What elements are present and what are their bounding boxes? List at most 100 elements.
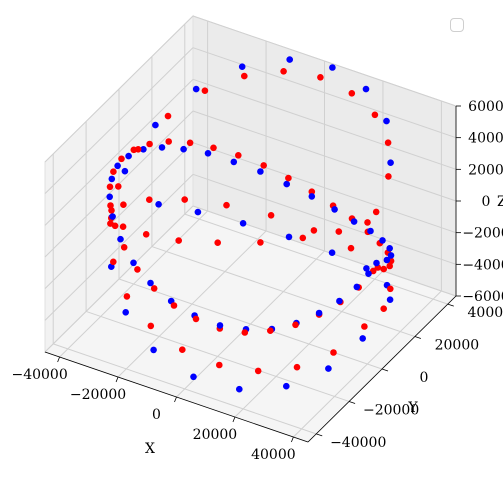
blue-point <box>147 279 154 287</box>
red-point <box>216 361 223 369</box>
red-point <box>130 146 138 154</box>
blue-point <box>216 322 224 329</box>
red-point <box>364 219 371 226</box>
blue-point <box>362 85 370 93</box>
blue-point <box>194 208 202 216</box>
x-tick <box>291 436 294 443</box>
blue-point <box>350 218 358 225</box>
blue-point <box>192 85 200 93</box>
blue-point <box>387 252 395 259</box>
blue-point <box>257 168 264 175</box>
y-tick <box>348 401 356 404</box>
z-gridline-side <box>44 15 194 163</box>
red-point <box>371 111 379 119</box>
z-gridline-back <box>192 15 457 107</box>
red-point <box>210 144 217 152</box>
red-point <box>285 174 292 182</box>
blue-point <box>109 213 116 220</box>
blue-point <box>125 152 132 160</box>
blue-point <box>353 283 361 291</box>
red-point <box>386 262 394 270</box>
y-tick-label: 40000 <box>468 305 503 321</box>
red-point <box>108 207 115 214</box>
blue-point <box>373 259 380 267</box>
blue-point <box>121 167 129 175</box>
x-tick-label: 20000 <box>193 427 238 443</box>
red-point <box>387 285 394 293</box>
red-point <box>170 302 178 309</box>
red-point <box>123 293 131 300</box>
red-point <box>335 228 343 235</box>
red-point <box>330 349 337 356</box>
red-point <box>115 183 122 190</box>
red-point <box>223 201 230 209</box>
x-tick <box>115 376 119 383</box>
blue-point <box>117 235 124 243</box>
blue-point <box>363 265 370 272</box>
y-tick-label: −20000 <box>363 402 419 418</box>
blue-point <box>158 144 166 151</box>
blue-point <box>152 121 159 129</box>
blue-point <box>386 245 394 252</box>
blue-point <box>283 180 291 188</box>
blue-point <box>150 346 157 354</box>
red-point <box>347 244 355 252</box>
red-point <box>106 183 114 191</box>
data-points <box>106 56 395 393</box>
blue-point <box>387 159 394 166</box>
z-tick-label: −6000 <box>462 289 503 305</box>
blue-point <box>114 162 121 170</box>
red-point <box>380 265 388 273</box>
blue-point <box>155 201 162 208</box>
blue-point <box>190 373 197 381</box>
z-gridline-back <box>192 47 457 139</box>
red-point <box>134 266 141 273</box>
z-tick-label: −4000 <box>462 257 503 273</box>
red-point <box>110 258 117 266</box>
z-tick-label: 4000 <box>468 131 503 147</box>
axes-lines <box>44 105 461 443</box>
blue-point <box>367 227 374 235</box>
red-point <box>308 188 316 195</box>
y-tick <box>447 303 454 307</box>
red-point <box>280 68 287 75</box>
red-point <box>267 327 274 335</box>
red-point <box>241 329 249 336</box>
blue-point <box>238 63 246 70</box>
y-axis-label: Y <box>407 400 418 416</box>
z-gridline-side <box>44 142 194 290</box>
red-point <box>142 231 150 238</box>
z-gridline-side <box>44 173 194 321</box>
red-point <box>299 234 307 242</box>
y-tick-label: 20000 <box>435 338 480 354</box>
blue-point <box>108 175 116 183</box>
red-point <box>120 244 128 251</box>
red-point <box>310 227 318 234</box>
x-tick-label: −20000 <box>70 387 126 403</box>
red-point <box>380 305 388 313</box>
z-tick-label: 0 <box>482 194 491 210</box>
red-point <box>192 315 200 323</box>
z-tick-label: 2000 <box>468 162 503 178</box>
blue-point <box>329 64 336 71</box>
red-point <box>146 140 153 148</box>
y-tick-label: −40000 <box>330 435 386 451</box>
red-point <box>361 323 368 330</box>
z-gridline-side <box>44 47 194 195</box>
x-tick <box>232 416 236 423</box>
z-tick-label: −2000 <box>462 226 503 242</box>
y-tick <box>316 433 323 437</box>
blue-point <box>236 385 243 393</box>
blue-point <box>140 146 147 153</box>
blue-point <box>230 158 238 166</box>
red-point <box>147 322 155 330</box>
z-gridline-back <box>192 205 457 297</box>
z-gridline-back <box>192 173 457 265</box>
y-gridline-floor <box>118 278 383 370</box>
y-tick-label: 0 <box>420 370 429 386</box>
x-tick <box>174 396 177 403</box>
blue-point <box>379 237 386 244</box>
blue-point <box>331 206 338 213</box>
red-point <box>260 162 268 169</box>
